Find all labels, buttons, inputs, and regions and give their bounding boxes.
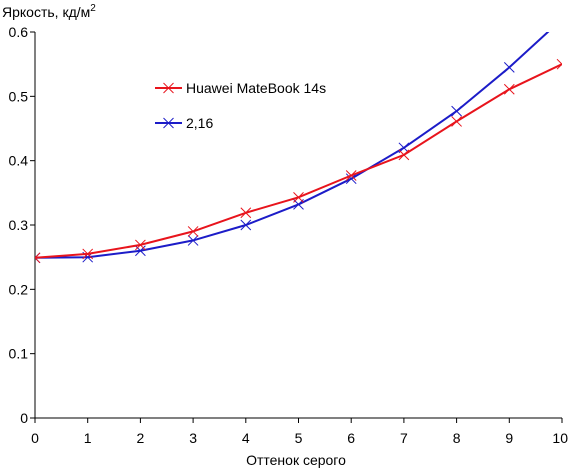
data-point-marker bbox=[187, 235, 199, 246]
x-tick-label: 10 bbox=[552, 430, 568, 446]
data-point-marker bbox=[163, 82, 174, 94]
data-point-marker bbox=[240, 207, 252, 219]
data-point-marker bbox=[557, 14, 567, 24]
series-1 bbox=[35, 58, 562, 264]
data-point-marker bbox=[82, 248, 94, 260]
data-point-marker bbox=[240, 219, 252, 231]
data-point-marker bbox=[35, 252, 41, 259]
legend-item: 2,16 bbox=[155, 115, 213, 131]
data-point-marker bbox=[135, 245, 146, 257]
data-point-marker bbox=[135, 239, 146, 251]
x-tick-label: 7 bbox=[400, 430, 408, 446]
y-axis-label-main: Яркость, кд/м bbox=[2, 4, 90, 20]
data-point-marker bbox=[293, 191, 304, 203]
x-tick-label: 3 bbox=[189, 430, 197, 446]
data-point-marker bbox=[503, 62, 515, 73]
series-layer bbox=[35, 14, 567, 264]
legend-label: Huawei MateBook 14s bbox=[186, 80, 326, 96]
x-tick-label: 6 bbox=[347, 430, 355, 446]
x-tick-label: 9 bbox=[505, 430, 513, 446]
x-tick-label: 1 bbox=[84, 430, 92, 446]
data-point-marker bbox=[556, 63, 562, 70]
y-tick-label: 0.4 bbox=[9, 153, 29, 169]
data-point-marker bbox=[187, 226, 199, 237]
data-point-marker bbox=[345, 173, 357, 185]
data-point-marker bbox=[345, 170, 357, 181]
y-tick-label: 0.1 bbox=[9, 346, 29, 362]
data-point-marker bbox=[503, 83, 515, 95]
legend-item: Huawei MateBook 14s bbox=[155, 80, 326, 96]
x-axis-ticks: 0 1 2 3 4 5 6 7 8 9 10 bbox=[31, 418, 568, 446]
x-tick-label: 8 bbox=[453, 430, 461, 446]
data-point-marker bbox=[451, 116, 462, 127]
data-point-marker bbox=[556, 58, 562, 65]
data-point-marker bbox=[163, 117, 174, 129]
data-point-marker bbox=[35, 257, 41, 264]
series-line bbox=[35, 32, 550, 259]
series-2 bbox=[35, 14, 567, 264]
x-tick-label: 5 bbox=[295, 430, 303, 446]
series-clip-group bbox=[35, 14, 567, 264]
axes bbox=[34, 32, 562, 419]
y-axis-ticks: 0 0.1 0.2 0.3 0.4 0.5 0.6 bbox=[9, 24, 35, 426]
legend: Huawei MateBook 14s 2,16 bbox=[155, 80, 326, 131]
x-tick-label: 2 bbox=[137, 430, 145, 446]
legend-label: 2,16 bbox=[186, 115, 213, 131]
y-tick-label: 0.2 bbox=[9, 281, 29, 297]
y-axis-label-superscript: 2 bbox=[90, 3, 96, 14]
x-axis-label: Оттенок серого bbox=[246, 452, 346, 468]
y-tick-label: 0 bbox=[20, 410, 28, 426]
data-point-marker bbox=[557, 14, 567, 24]
data-point-marker bbox=[451, 105, 462, 117]
x-tick-label: 4 bbox=[242, 430, 250, 446]
y-axis-label: Яркость, кд/м2 bbox=[2, 3, 96, 20]
y-tick-label: 0.5 bbox=[9, 88, 29, 104]
x-tick-label: 0 bbox=[31, 430, 39, 446]
data-point-marker bbox=[398, 149, 410, 161]
y-tick-label: 0.6 bbox=[9, 24, 29, 40]
y-tick-label: 0.3 bbox=[9, 217, 29, 233]
